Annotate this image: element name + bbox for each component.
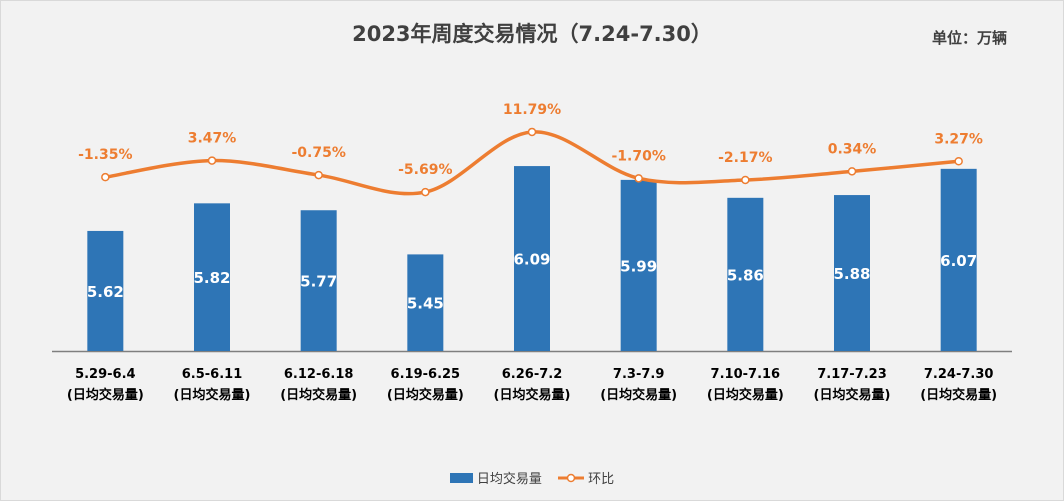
category-period: 6.12-6.18	[283, 367, 354, 382]
ratio-point	[954, 157, 963, 166]
bar-value-label: 6.09	[513, 251, 550, 269]
bar	[727, 197, 764, 351]
chart-title: 2023年周度交易情况（7.24-7.30）	[352, 22, 712, 46]
bar-value-label: 5.88	[833, 265, 870, 283]
ratio-value-label: -1.70%	[611, 148, 665, 164]
category-label: 6.5-6.11 (日均交易量)	[157, 364, 267, 406]
ratio-value-label: -1.35%	[78, 147, 132, 163]
category-sublabel: (日均交易量)	[280, 388, 358, 403]
ratio-point	[847, 167, 857, 176]
category-label: 6.26-7.2 (日均交易量)	[477, 364, 587, 406]
ratio-point	[634, 174, 643, 183]
category-label: 7.3-7.9 (日均交易量)	[584, 364, 694, 406]
category-label: 6.12-6.18 (日均交易量)	[264, 364, 374, 406]
category-period: 7.17-7.23	[817, 367, 887, 382]
category-period: 6.5-6.11	[181, 367, 243, 382]
legend-bar-swatch	[449, 472, 473, 483]
category-sublabel: (日均交易量)	[813, 388, 891, 403]
legend: 日均交易量 环比	[0, 468, 1064, 487]
bar	[940, 168, 977, 351]
category-period: 6.26-7.2	[501, 367, 563, 382]
ratio-value-label: 3.47%	[188, 131, 237, 147]
ratio-point	[741, 175, 750, 185]
ratio-point	[207, 156, 217, 165]
ratio-value-label: -0.75%	[291, 145, 345, 161]
bar-value-label: 5.99	[620, 257, 657, 275]
legend-line-swatch	[558, 473, 585, 482]
ratio-value-label: -5.69%	[398, 162, 452, 178]
bar	[300, 210, 337, 351]
ratio-value-label: 0.34%	[828, 141, 877, 157]
legend-line-label: 环比	[588, 472, 615, 487]
ratio-value-label: -2.17%	[718, 150, 772, 166]
ratio-point	[101, 172, 110, 182]
unit-label: 单位：万辆	[931, 29, 1007, 47]
bar-value-label: 5.77	[300, 273, 337, 291]
bar	[194, 203, 230, 351]
bar-value-label: 6.07	[940, 252, 977, 270]
ratio-value-label: 3.27%	[934, 131, 983, 147]
bar-value-label: 5.62	[87, 283, 124, 301]
legend-item-bar[interactable]: 日均交易量	[449, 468, 542, 487]
category-period: 6.19-6.25	[390, 367, 461, 382]
ratio-point	[421, 187, 430, 197]
category-period: 7.24-7.30	[923, 367, 994, 382]
category-label: 7.17-7.23 (日均交易量)	[797, 364, 907, 406]
category-sublabel: (日均交易量)	[706, 388, 784, 403]
category-sublabel: (日均交易量)	[173, 388, 251, 403]
ratio-point	[527, 127, 537, 137]
category-sublabel: (日均交易量)	[66, 388, 144, 403]
category-label: 7.24-7.30 (日均交易量)	[904, 364, 1014, 406]
category-sublabel: (日均交易量)	[600, 388, 678, 403]
category-sublabel: (日均交易量)	[386, 388, 464, 403]
category-period: 7.10-7.16	[710, 367, 781, 382]
category-period: 7.3-7.9	[612, 367, 665, 382]
bar	[407, 254, 444, 351]
bar	[620, 179, 657, 351]
bar-value-label: 5.82	[193, 269, 230, 287]
category-sublabel: (日均交易量)	[920, 388, 998, 403]
ratio-point	[314, 170, 323, 180]
bar-value-label: 5.86	[727, 266, 764, 284]
legend-item-line[interactable]: 环比	[558, 468, 614, 487]
legend-bar-label: 日均交易量	[476, 472, 542, 487]
category-label: 5.29-6.4 (日均交易量)	[50, 364, 160, 406]
category-period: 5.29-6.4	[75, 367, 136, 382]
category-sublabel: (日均交易量)	[493, 388, 571, 403]
bar	[514, 166, 550, 351]
category-label: 6.19-6.25 (日均交易量)	[370, 364, 480, 406]
category-label: 7.10-7.16 (日均交易量)	[690, 364, 800, 406]
bar	[834, 195, 870, 351]
bar-value-label: 5.45	[407, 295, 444, 313]
bar	[87, 230, 124, 351]
ratio-value-label: 11.79%	[503, 102, 561, 118]
